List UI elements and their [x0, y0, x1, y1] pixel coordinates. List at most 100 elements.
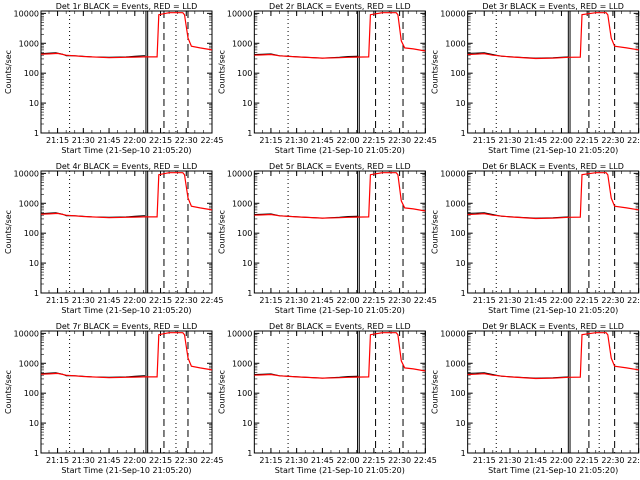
x-tick-label: 22:15: [576, 296, 599, 305]
series-line-lld: [467, 332, 639, 380]
y-tick-label: 1000: [19, 39, 39, 48]
y-tick-label: 10000: [14, 329, 39, 338]
x-tick-label: 22:30: [601, 296, 624, 305]
y-tick-label: 100: [24, 69, 39, 78]
y-tick-label: 100: [450, 69, 465, 78]
y-tick-label: 10000: [227, 169, 252, 178]
x-tick-label: 22:30: [175, 136, 198, 145]
plot-frame: [467, 330, 640, 454]
y-tick-label: 1: [247, 449, 252, 458]
y-axis-label: Counts/sec: [217, 210, 226, 254]
y-tick-label: 100: [450, 229, 465, 238]
y-tick-label: 100: [237, 229, 252, 238]
x-tick-label: 21:30: [72, 296, 95, 305]
x-tick-label: 21:45: [311, 296, 334, 305]
x-axis-label: Start Time (21-Sep-10 21:05:20): [275, 466, 405, 475]
series-line-lld: [254, 172, 426, 219]
panel-title: Det 6r BLACK = Events, RED = LLD: [482, 162, 624, 171]
x-tick-label: 22:45: [414, 136, 437, 145]
y-tick-label: 1: [461, 449, 466, 458]
detector-panel-2: Det 2r BLACK = Events, RED = LLD 1 10 100 10…: [217, 2, 437, 155]
y-tick-label: 1000: [445, 39, 465, 48]
x-tick-label: 21:45: [524, 136, 547, 145]
y-axis-label: Counts/sec: [431, 210, 440, 254]
y-tick-label: 10: [455, 259, 465, 268]
y-tick-label: 10: [29, 419, 39, 428]
detector-panel-8: Det 8r BLACK = Events, RED = LLD 1 10 100 10…: [217, 322, 437, 475]
x-tick-label: 21:15: [259, 456, 282, 465]
x-tick-label: 22:00: [123, 296, 146, 305]
x-tick-label: 22:30: [601, 456, 624, 465]
detector-panel-5: Det 5r BLACK = Events, RED = LLD 1 10 100 10…: [217, 162, 437, 315]
detector-panel-4: Det 4r BLACK = Events, RED = LLD 1 10 100 10…: [4, 162, 224, 315]
x-tick-label: 22:45: [200, 456, 223, 465]
x-tick-label: 22:15: [362, 296, 385, 305]
series-line-lld: [254, 12, 426, 59]
y-tick-label: 100: [450, 389, 465, 398]
y-tick-label: 100: [237, 389, 252, 398]
x-tick-label: 21:45: [98, 456, 121, 465]
y-tick-label: 10000: [14, 169, 39, 178]
panel-title: Det 3r BLACK = Events, RED = LLD: [482, 2, 624, 11]
x-tick-label: 22:00: [123, 136, 146, 145]
y-tick-label: 1: [461, 129, 466, 138]
y-tick-label: 1000: [232, 39, 252, 48]
series-line-lld: [467, 172, 639, 220]
y-axis-label: Counts/sec: [4, 370, 13, 414]
x-tick-label: 21:45: [311, 136, 334, 145]
x-tick-label: 22:45: [627, 296, 640, 305]
x-tick-label: 22:15: [362, 456, 385, 465]
x-tick-label: 22:45: [627, 456, 640, 465]
x-tick-label: 22:15: [149, 296, 172, 305]
x-tick-label: 22:15: [576, 456, 599, 465]
series-line-lld: [40, 12, 213, 59]
y-tick-label: 1: [247, 289, 252, 298]
x-tick-label: 21:15: [259, 296, 282, 305]
series-line-lld: [254, 332, 426, 379]
panel-title: Det 7r BLACK = Events, RED = LLD: [56, 322, 198, 331]
x-tick-label: 22:30: [601, 136, 624, 145]
x-axis-label: Start Time (21-Sep-10 21:05:20): [275, 306, 405, 315]
x-tick-label: 21:30: [72, 136, 95, 145]
x-tick-label: 21:45: [311, 456, 334, 465]
y-tick-label: 10000: [440, 169, 465, 178]
x-tick-label: 21:15: [46, 136, 69, 145]
y-axis-label: Counts/sec: [431, 370, 440, 414]
y-tick-label: 10: [29, 259, 39, 268]
detector-panel-9: Det 9r BLACK = Events, RED = LLD 1 10 100 10…: [431, 322, 640, 475]
x-tick-label: 22:45: [200, 136, 223, 145]
y-tick-label: 10: [242, 99, 252, 108]
detector-panel-6: Det 6r BLACK = Events, RED = LLD 1 10 100 10…: [431, 162, 640, 315]
x-tick-label: 22:15: [149, 136, 172, 145]
y-axis-label: Counts/sec: [217, 50, 226, 94]
y-tick-label: 10: [455, 419, 465, 428]
x-tick-label: 21:30: [498, 136, 521, 145]
panel-title: Det 9r BLACK = Events, RED = LLD: [482, 322, 624, 331]
y-tick-label: 1: [34, 449, 39, 458]
x-tick-label: 22:30: [175, 296, 198, 305]
y-tick-label: 1000: [445, 359, 465, 368]
y-tick-label: 1: [34, 129, 39, 138]
x-axis-label: Start Time (21-Sep-10 21:05:20): [488, 306, 618, 315]
y-axis-label: Counts/sec: [217, 370, 226, 414]
plot-frame: [467, 10, 640, 134]
x-tick-label: 21:30: [285, 296, 308, 305]
y-tick-label: 10: [242, 259, 252, 268]
y-tick-label: 100: [24, 229, 39, 238]
y-tick-label: 1000: [232, 199, 252, 208]
y-tick-label: 1000: [445, 199, 465, 208]
x-tick-label: 21:30: [72, 456, 95, 465]
series-line-lld: [467, 12, 639, 60]
x-axis-label: Start Time (21-Sep-10 21:05:20): [61, 306, 191, 315]
x-axis-label: Start Time (21-Sep-10 21:05:20): [488, 466, 618, 475]
panel-title: Det 4r BLACK = Events, RED = LLD: [56, 162, 198, 171]
x-tick-label: 22:45: [200, 296, 223, 305]
y-tick-label: 10000: [227, 9, 252, 18]
x-tick-label: 22:30: [388, 136, 411, 145]
x-tick-label: 21:15: [473, 456, 496, 465]
x-tick-label: 22:45: [414, 296, 437, 305]
y-axis-label: Counts/sec: [4, 210, 13, 254]
y-tick-label: 100: [24, 389, 39, 398]
x-tick-label: 22:00: [337, 296, 360, 305]
